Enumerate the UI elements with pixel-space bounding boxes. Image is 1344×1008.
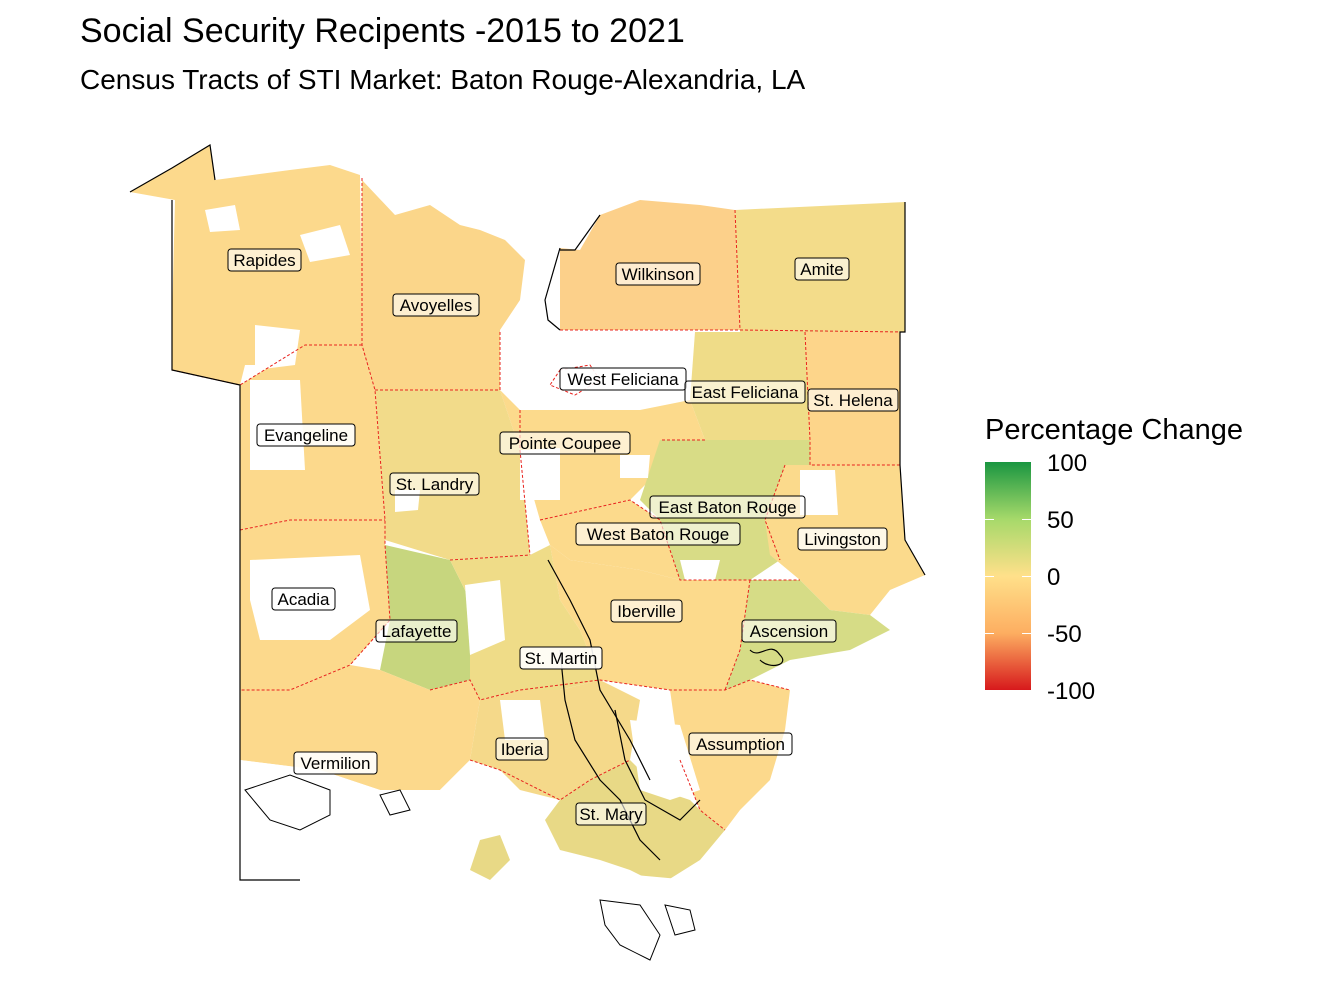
svg-text:West Baton Rouge: West Baton Rouge: [587, 525, 729, 544]
label-iberville: Iberville: [610, 599, 683, 623]
svg-text:St. Landry: St. Landry: [396, 475, 474, 494]
svg-text:Assumption: Assumption: [696, 735, 785, 754]
outline-lines: [129, 144, 926, 881]
label-assumption: Assumption: [688, 732, 793, 756]
svg-text:Rapides: Rapides: [233, 251, 295, 270]
svg-text:St. Martin: St. Martin: [525, 649, 598, 668]
label-rapides: Rapides: [227, 248, 302, 272]
svg-text:Acadia: Acadia: [278, 590, 331, 609]
chart-title: Social Security Recipents -2015 to 2021: [80, 12, 685, 50]
label-st-helena: St. Helena: [807, 388, 899, 412]
svg-text:Lafayette: Lafayette: [382, 622, 452, 641]
svg-text:Avoyelles: Avoyelles: [400, 296, 472, 315]
label-livingston: Livingston: [797, 527, 888, 551]
svg-text:Vermilion: Vermilion: [301, 754, 371, 773]
label-east-feliciana: East Feliciana: [684, 380, 806, 404]
svg-text:Amite: Amite: [800, 260, 843, 279]
svg-text:Ascension: Ascension: [750, 622, 828, 641]
coastal-outlines: [244, 774, 696, 961]
parish-labels: Rapides Avoyelles Wilkinson Amite West F…: [227, 248, 899, 826]
label-east-baton-rouge: East Baton Rouge: [649, 495, 806, 519]
label-ascension: Ascension: [741, 619, 837, 643]
svg-text:St. Helena: St. Helena: [813, 391, 893, 410]
svg-text:St. Mary: St. Mary: [579, 805, 643, 824]
legend-tickmark: [985, 633, 994, 634]
chart-subtitle: Census Tracts of STI Market: Baton Rouge…: [80, 64, 806, 95]
parish-area-lafayette: [380, 545, 470, 690]
svg-text:Iberia: Iberia: [501, 740, 544, 759]
svg-text:West Feliciana: West Feliciana: [567, 370, 679, 389]
legend-tickmark: [1022, 519, 1031, 520]
choropleth-map: Rapides Avoyelles Wilkinson Amite West F…: [129, 144, 926, 961]
label-amite: Amite: [794, 257, 850, 281]
label-iberia: Iberia: [495, 737, 549, 761]
legend-tickmark: [985, 576, 994, 577]
label-evangeline: Evangeline: [256, 423, 356, 447]
svg-text:East Feliciana: East Feliciana: [692, 383, 799, 402]
legend-tickmark: [1022, 576, 1031, 577]
legend-tick-label: 50: [1047, 507, 1074, 534]
label-st-mary: St. Mary: [575, 802, 647, 826]
legend-tick-label: 100: [1047, 450, 1088, 477]
legend-tickmark: [985, 519, 994, 520]
label-st-martin: St. Martin: [519, 646, 603, 670]
label-wilkinson: Wilkinson: [615, 262, 701, 286]
svg-text:Wilkinson: Wilkinson: [622, 265, 695, 284]
legend-tickmark: [1022, 633, 1031, 634]
label-acadia: Acadia: [271, 587, 336, 611]
svg-text:Iberville: Iberville: [617, 602, 676, 621]
svg-text:Livingston: Livingston: [804, 530, 881, 549]
parish-area-st-mary-island: [470, 835, 510, 880]
svg-text:Pointe Coupee: Pointe Coupee: [509, 434, 621, 453]
legend-tick-label: 0: [1047, 564, 1061, 591]
label-st-landry: St. Landry: [389, 472, 480, 496]
svg-text:East Baton Rouge: East Baton Rouge: [659, 498, 797, 517]
legend-tick-label: -100: [1047, 678, 1096, 705]
legend-title: Percentage Change: [985, 414, 1243, 446]
label-pointe-coupee: Pointe Coupee: [499, 431, 631, 455]
label-vermilion: Vermilion: [293, 751, 378, 775]
parish-area-avoyelles: [360, 180, 525, 390]
label-lafayette: Lafayette: [375, 619, 458, 643]
svg-text:Evangeline: Evangeline: [264, 426, 348, 445]
label-west-feliciana: West Feliciana: [559, 367, 687, 391]
parish-boundaries: [171, 178, 906, 831]
label-avoyelles: Avoyelles: [392, 293, 480, 317]
legend-tick-label: -50: [1047, 621, 1082, 648]
label-west-baton-rouge: West Baton Rouge: [575, 522, 741, 546]
